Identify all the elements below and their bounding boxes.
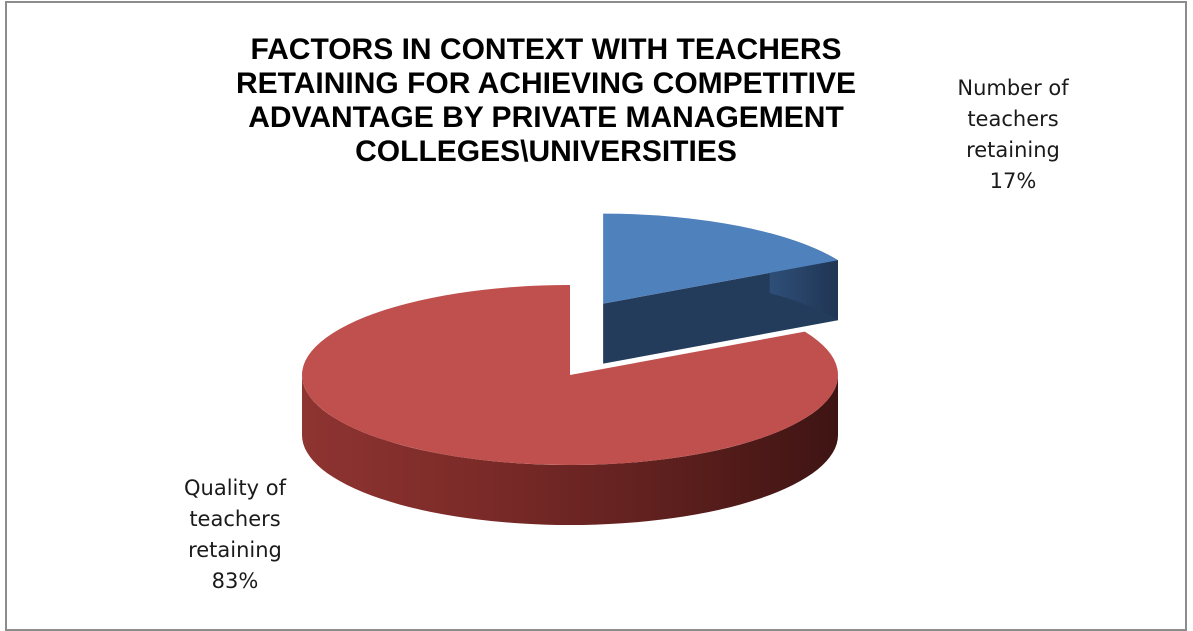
slice-top — [302, 285, 839, 465]
chart-title-line: RETAINING FOR ACHIEVING COMPETITIVE — [235, 67, 857, 100]
chart-title-line: ADVANTAGE BY PRIVATE MANAGEMENT — [248, 101, 844, 134]
pie-slice-quality-of — [302, 285, 839, 525]
slice-label-line: retaining — [188, 538, 282, 562]
slice-label-line: Quality of — [184, 476, 286, 500]
chart-title-line: FACTORS IN CONTEXT WITH TEACHERS — [250, 33, 842, 66]
slice-rim — [302, 375, 838, 525]
chart-title: FACTORS IN CONTEXT WITH TEACHERS RETAINI… — [140, 33, 952, 169]
chart-title-line: COLLEGES\UNIVERSITIES — [355, 135, 737, 168]
slice-label-line: retaining — [966, 138, 1060, 162]
slice-label-quality-of-teachers: Quality of teachers retaining 83% — [150, 473, 320, 597]
slice-label-line: teachers — [967, 107, 1059, 131]
slice-percent-label: 83% — [211, 569, 259, 593]
slice-label-number-of-teachers: Number of teachers retaining 17% — [928, 73, 1098, 197]
slice-label-line: Number of — [957, 76, 1069, 100]
pie-chart — [302, 213, 839, 525]
chart-frame — [5, 1, 1187, 631]
slice-top — [603, 213, 838, 304]
pie-slice-number-of — [603, 213, 838, 364]
slice-percent-label: 17% — [989, 169, 1037, 193]
slice-label-line: teachers — [189, 507, 281, 531]
